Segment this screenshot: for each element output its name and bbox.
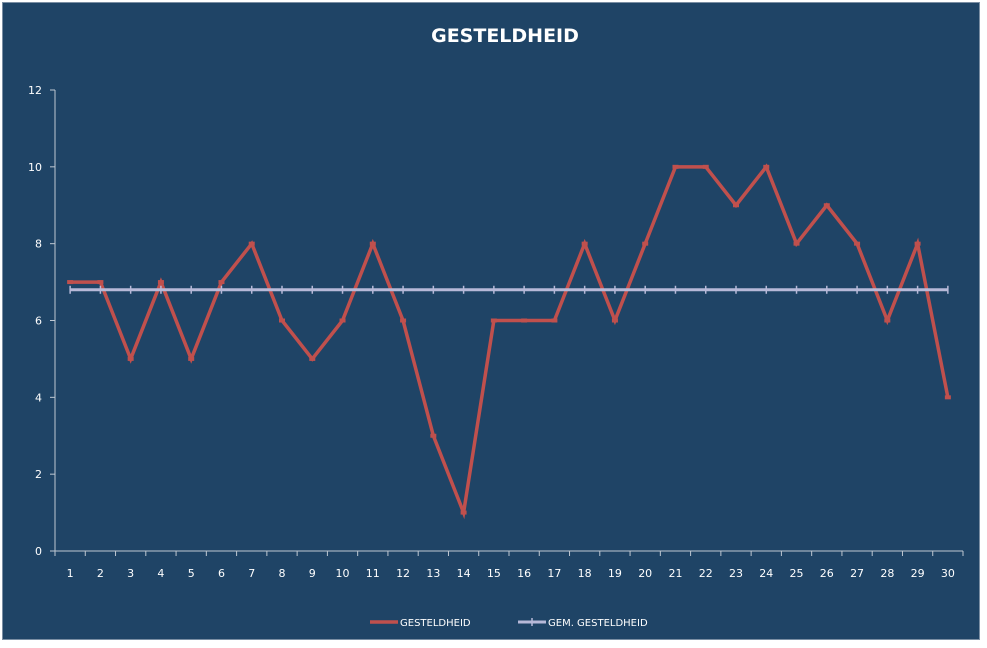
x-tick-label: 2	[97, 567, 104, 580]
y-tick-label: 10	[28, 161, 42, 174]
x-tick-label: 13	[426, 567, 440, 580]
legend-label-2: GEM. GESTELDHEID	[548, 618, 648, 629]
legend: GESTELDHEID GEM. GESTELDHEID	[370, 618, 648, 629]
x-tick-label: 20	[638, 567, 652, 580]
x-tick-label: 26	[820, 567, 834, 580]
x-tick-label: 14	[457, 567, 471, 580]
y-tick-label: 8	[35, 238, 42, 251]
x-tick-label: 4	[157, 567, 164, 580]
x-tick-label: 25	[790, 567, 804, 580]
x-tick-label: 15	[487, 567, 501, 580]
x-tick-label: 6	[218, 567, 225, 580]
x-tick-label: 28	[880, 567, 894, 580]
x-tick-label: 23	[729, 567, 743, 580]
y-tick-label: 12	[28, 84, 42, 97]
x-tick-label: 7	[248, 567, 255, 580]
x-tick-label: 10	[336, 567, 350, 580]
y-tick-label: 2	[35, 468, 42, 481]
x-tick-label: 12	[396, 567, 410, 580]
x-tick-label: 24	[759, 567, 773, 580]
x-tick-label: 17	[547, 567, 561, 580]
x-tick-label: 29	[911, 567, 925, 580]
series-layer	[67, 163, 951, 520]
x-tick-label: 22	[699, 567, 713, 580]
y-tick-label: 6	[35, 315, 42, 328]
x-tick-label: 5	[188, 567, 195, 580]
legend-label-1: GESTELDHEID	[400, 618, 471, 629]
x-tick-label: 9	[309, 567, 316, 580]
x-tick-label: 11	[366, 567, 380, 580]
x-tick-label: 16	[517, 567, 531, 580]
x-tick-label: 27	[850, 567, 864, 580]
chart-title: GESTELDHEID	[431, 25, 579, 47]
x-tick-label: 8	[279, 567, 286, 580]
x-tick-label: 3	[127, 567, 134, 580]
y-tick-label: 4	[35, 391, 42, 404]
y-tick-label: 0	[35, 545, 42, 558]
x-tick-label: 21	[668, 567, 682, 580]
x-tick-label: 19	[608, 567, 622, 580]
x-tick-label: 18	[578, 567, 592, 580]
x-tick-label: 30	[941, 567, 955, 580]
series-line-1	[70, 163, 950, 520]
x-tick-label: 1	[67, 567, 74, 580]
